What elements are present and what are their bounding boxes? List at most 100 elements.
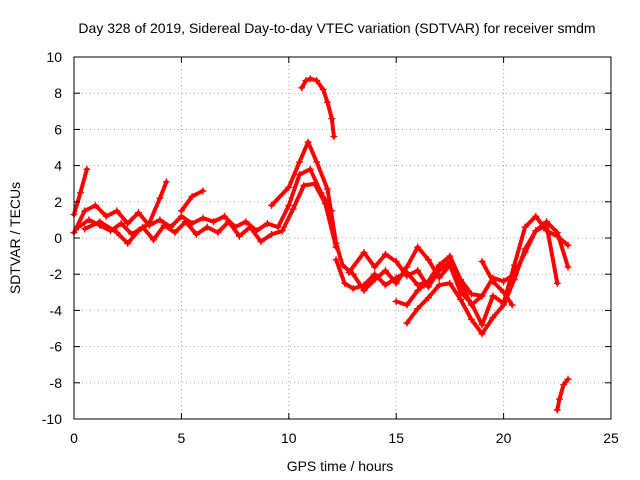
x-tick-label: 0 xyxy=(70,430,78,446)
data-point xyxy=(414,286,422,294)
data-point xyxy=(564,241,572,249)
data-point xyxy=(478,330,486,338)
data-point xyxy=(555,395,563,403)
series-track-6 xyxy=(268,138,572,329)
data-point xyxy=(285,201,293,209)
data-point xyxy=(235,232,243,240)
data-point xyxy=(319,86,327,94)
data-point xyxy=(302,77,310,85)
data-point xyxy=(532,227,540,235)
data-point xyxy=(446,279,454,287)
y-tick-label: 4 xyxy=(54,158,62,174)
data-point xyxy=(300,182,308,190)
data-point xyxy=(489,277,497,285)
data-point xyxy=(521,223,529,231)
data-point xyxy=(304,138,312,146)
series-track-8 xyxy=(345,248,486,309)
data-point xyxy=(117,220,125,228)
series-line xyxy=(76,181,339,250)
data-point xyxy=(76,189,84,197)
data-point xyxy=(199,187,207,195)
data-point xyxy=(489,314,497,322)
series-track-5 xyxy=(177,187,207,215)
data-point xyxy=(242,218,250,226)
series-line xyxy=(82,179,169,246)
data-point xyxy=(349,285,357,293)
x-tick-label: 15 xyxy=(388,430,404,446)
data-point xyxy=(85,216,93,224)
y-tick-label: 6 xyxy=(54,121,62,137)
data-point xyxy=(467,301,475,309)
data-point xyxy=(188,192,196,200)
data-point xyxy=(414,243,422,251)
series-track-4 xyxy=(81,178,170,247)
data-point xyxy=(457,296,465,304)
data-point xyxy=(553,406,561,414)
series-track-9 xyxy=(392,281,428,309)
data-point xyxy=(83,165,91,173)
y-tick-label: 0 xyxy=(54,230,62,246)
series-track-12 xyxy=(298,75,338,141)
data-point xyxy=(508,301,516,309)
data-point xyxy=(478,258,486,266)
data-point xyxy=(564,375,572,383)
data-point xyxy=(500,277,508,285)
data-point xyxy=(435,274,443,282)
data-point xyxy=(113,207,121,215)
data-point xyxy=(323,185,331,193)
x-tick-label: 10 xyxy=(281,430,297,446)
data-point xyxy=(543,221,551,229)
axis-ticks: 0 5 10 15 20 25 -10 -8 -6 -4 -2 0 2 4 6 8 10 xyxy=(42,49,619,446)
data-point xyxy=(268,230,276,238)
data-point xyxy=(345,268,353,276)
data-point xyxy=(306,165,314,173)
data-point xyxy=(81,225,89,233)
data-point xyxy=(156,216,164,224)
y-tick-label: -8 xyxy=(50,375,63,391)
data-point xyxy=(306,75,314,83)
data-point xyxy=(199,214,207,222)
data-point xyxy=(171,229,179,237)
data-point xyxy=(192,230,200,238)
data-point xyxy=(210,218,218,226)
data-point xyxy=(313,158,321,166)
y-tick-label: -6 xyxy=(50,339,63,355)
data-point xyxy=(360,281,368,289)
series-track-13 xyxy=(553,375,572,414)
data-point xyxy=(360,248,368,256)
data-point xyxy=(521,245,529,253)
data-point xyxy=(285,183,293,191)
series-line xyxy=(394,283,427,307)
data-point xyxy=(403,319,411,327)
data-point xyxy=(500,301,508,309)
data-point xyxy=(145,220,153,228)
data-point xyxy=(156,194,164,202)
data-point xyxy=(424,283,432,291)
data-point xyxy=(414,267,422,275)
data-point xyxy=(435,281,443,289)
data-point xyxy=(330,133,338,141)
data-point xyxy=(81,207,89,215)
data-point xyxy=(102,212,110,220)
data-point xyxy=(489,292,497,300)
data-point xyxy=(263,220,271,228)
data-point xyxy=(349,270,357,278)
data-point xyxy=(91,201,99,209)
series-line xyxy=(480,259,515,307)
data-point xyxy=(371,270,379,278)
data-point xyxy=(553,229,561,237)
y-tick-label: 8 xyxy=(54,85,62,101)
data-point xyxy=(74,223,82,231)
data-point xyxy=(392,274,400,282)
data-point xyxy=(96,218,104,226)
data-point xyxy=(435,267,443,275)
x-tick-label: 25 xyxy=(603,430,619,446)
data-point xyxy=(321,200,329,208)
data-point xyxy=(478,292,486,300)
data-point xyxy=(403,301,411,309)
data-point xyxy=(457,279,465,287)
data-point xyxy=(392,297,400,305)
data-point xyxy=(257,238,265,246)
series-line xyxy=(555,377,570,412)
